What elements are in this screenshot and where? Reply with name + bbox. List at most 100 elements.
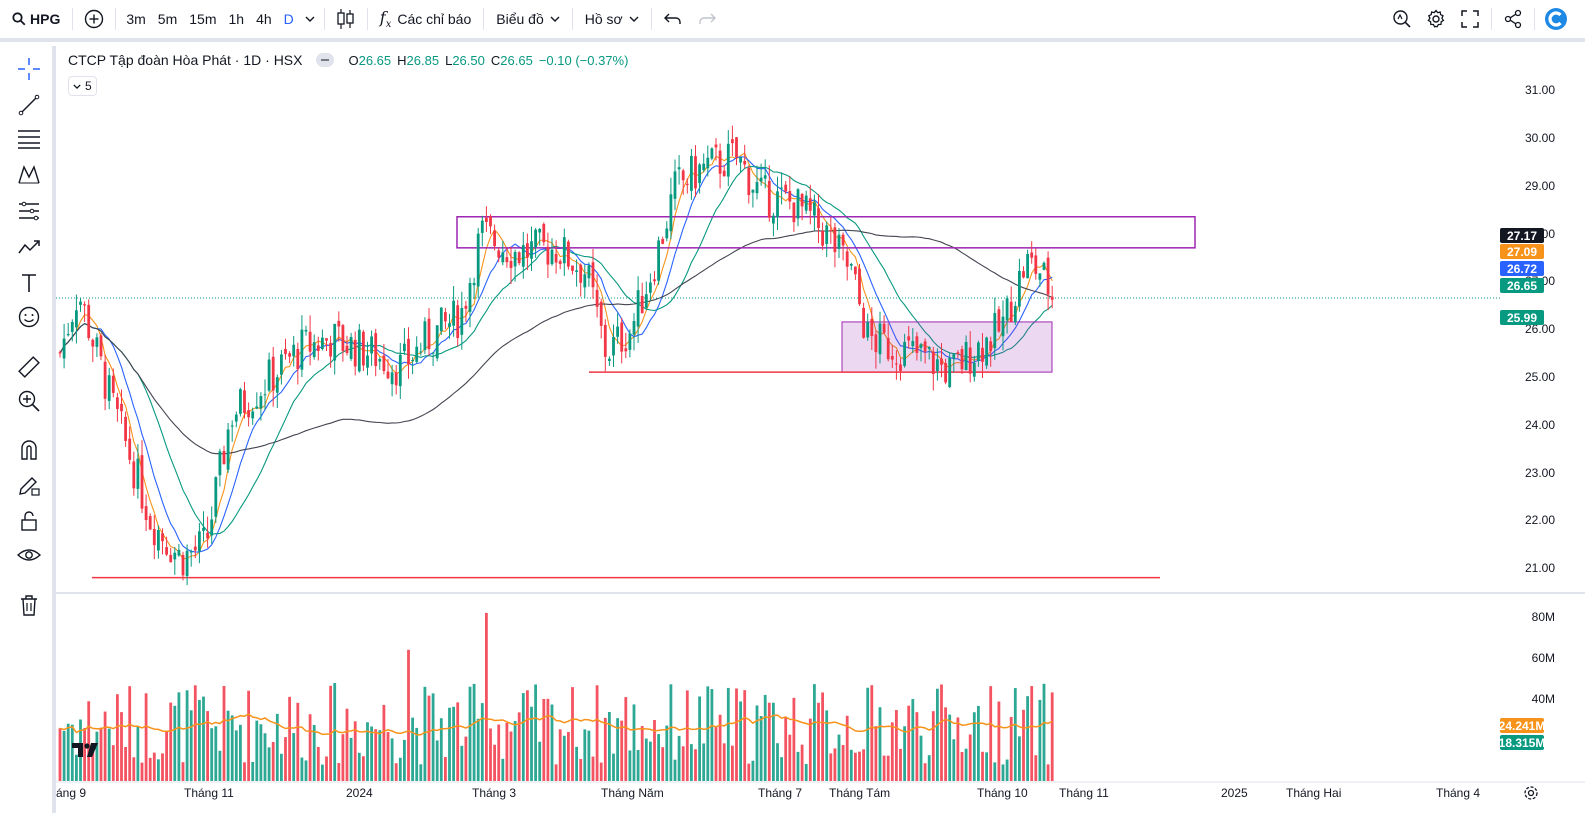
volume-bar — [444, 757, 447, 781]
candle-body — [382, 355, 386, 372]
price-tick-label: 23.00 — [1524, 465, 1555, 480]
lock-all-tool[interactable] — [12, 506, 46, 536]
volume-bar — [366, 722, 369, 781]
close-label: C — [490, 52, 501, 68]
volume-bar — [870, 685, 874, 781]
redo-button[interactable] — [690, 2, 724, 36]
brush-tool[interactable] — [12, 232, 46, 262]
volume-bar — [280, 753, 283, 781]
legend-menu-button[interactable] — [316, 53, 335, 67]
volume-bar — [234, 730, 238, 781]
candle-body — [526, 243, 529, 258]
undo-button[interactable] — [656, 2, 690, 36]
gear-icon — [1427, 9, 1445, 28]
volume-bar — [644, 738, 648, 781]
volume-bar — [439, 718, 443, 781]
chart-menu-button[interactable]: Biểu đồ — [488, 2, 567, 36]
candle-body — [538, 228, 542, 233]
candle-body — [329, 342, 332, 357]
interval-15m[interactable]: 15m — [189, 11, 217, 27]
projection-tool[interactable] — [12, 196, 46, 226]
axis-settings-button[interactable] — [1523, 785, 1539, 801]
candle-body — [854, 266, 857, 275]
candle-body — [739, 157, 742, 163]
smiley-icon — [18, 306, 40, 328]
volume-bar — [1026, 696, 1029, 781]
chart-canvas[interactable] — [56, 46, 1585, 813]
volume-bar — [985, 752, 988, 781]
volume-bar — [800, 744, 804, 781]
time-tick-label: Tháng 11 — [184, 786, 234, 800]
volume-bar — [403, 739, 406, 781]
interval-5m[interactable]: 5m — [157, 11, 178, 27]
volume-bar — [788, 734, 792, 781]
measure-tool[interactable] — [12, 352, 46, 382]
fib-lines-icon — [18, 130, 40, 149]
volume-bar — [448, 707, 451, 781]
trend-line-tool[interactable] — [12, 90, 46, 120]
chart-type-button[interactable] — [329, 2, 363, 36]
interval-dropdown-button[interactable] — [300, 2, 320, 36]
volume-bar — [83, 728, 86, 781]
lock-drawing-tool[interactable] — [12, 470, 46, 500]
candle-body — [288, 353, 291, 357]
volume-bar — [804, 764, 808, 781]
candle-body — [120, 403, 123, 412]
zoom-in-tool[interactable] — [12, 386, 46, 416]
candle-body — [936, 359, 939, 372]
crosshair-tool[interactable] — [12, 54, 46, 84]
time-tick-label: Tháng 11 — [1059, 786, 1109, 800]
compare-button[interactable] — [77, 2, 111, 36]
volume-bar — [657, 734, 660, 781]
fib-tool[interactable] — [12, 124, 46, 154]
emoji-tool[interactable] — [12, 302, 46, 332]
share-button[interactable] — [1496, 2, 1530, 36]
fullscreen-button[interactable] — [1453, 2, 1487, 36]
volume-bar — [394, 763, 398, 781]
volume-bar — [751, 760, 755, 781]
text-tool[interactable] — [12, 268, 46, 298]
candle-body — [665, 228, 669, 239]
chart-pane[interactable]: CTCP Tập đoàn Hòa Phát · 1D · HSX O26.65… — [56, 46, 1585, 813]
pattern-tool[interactable] — [12, 160, 46, 190]
candle-body — [903, 341, 906, 366]
volume-bar — [312, 725, 316, 781]
indicators-button[interactable]: fx Các chỉ báo — [372, 2, 480, 36]
candle-body — [239, 389, 242, 414]
change-value: −0.10 (−0.37%) — [538, 52, 629, 68]
candle-body — [263, 394, 267, 396]
remove-drawings-tool[interactable] — [12, 590, 46, 620]
candle-body — [714, 144, 718, 148]
indicators-toggle-button[interactable]: 5 — [68, 76, 97, 96]
zoom-in-icon — [18, 390, 40, 412]
volume-bar — [206, 711, 209, 781]
magnet-tool[interactable] — [12, 434, 46, 464]
candle-body — [927, 346, 931, 349]
candle-body — [534, 229, 537, 248]
volume-bar — [271, 741, 275, 781]
candles-icon — [337, 9, 354, 29]
volume-bar — [731, 745, 734, 781]
interval-4h[interactable]: 4h — [256, 11, 272, 27]
volume-bar — [87, 701, 91, 781]
symbol-search[interactable]: HPG — [0, 2, 68, 36]
quick-search-button[interactable] — [1385, 2, 1419, 36]
candle-body — [341, 325, 345, 352]
volume-bar — [702, 743, 706, 781]
volume-bar — [91, 745, 95, 781]
candle-body — [83, 304, 86, 306]
volume-bar — [370, 726, 373, 781]
interval-d[interactable]: D — [283, 11, 294, 27]
volume-bar — [521, 693, 525, 781]
profile-menu-button[interactable]: Hồ sơ — [577, 2, 647, 36]
tradingview-logo-icon[interactable] — [70, 740, 100, 760]
interval-1h[interactable]: 1h — [228, 11, 245, 27]
settings-button[interactable] — [1419, 2, 1453, 36]
interval-3m[interactable]: 3m — [126, 11, 146, 27]
fullscreen-icon — [1461, 10, 1479, 28]
candle-body — [271, 356, 275, 391]
hide-drawings-tool[interactable] — [12, 540, 46, 570]
volume-bar — [292, 733, 296, 781]
volume-bar — [874, 726, 878, 781]
volume-bar — [542, 699, 546, 781]
